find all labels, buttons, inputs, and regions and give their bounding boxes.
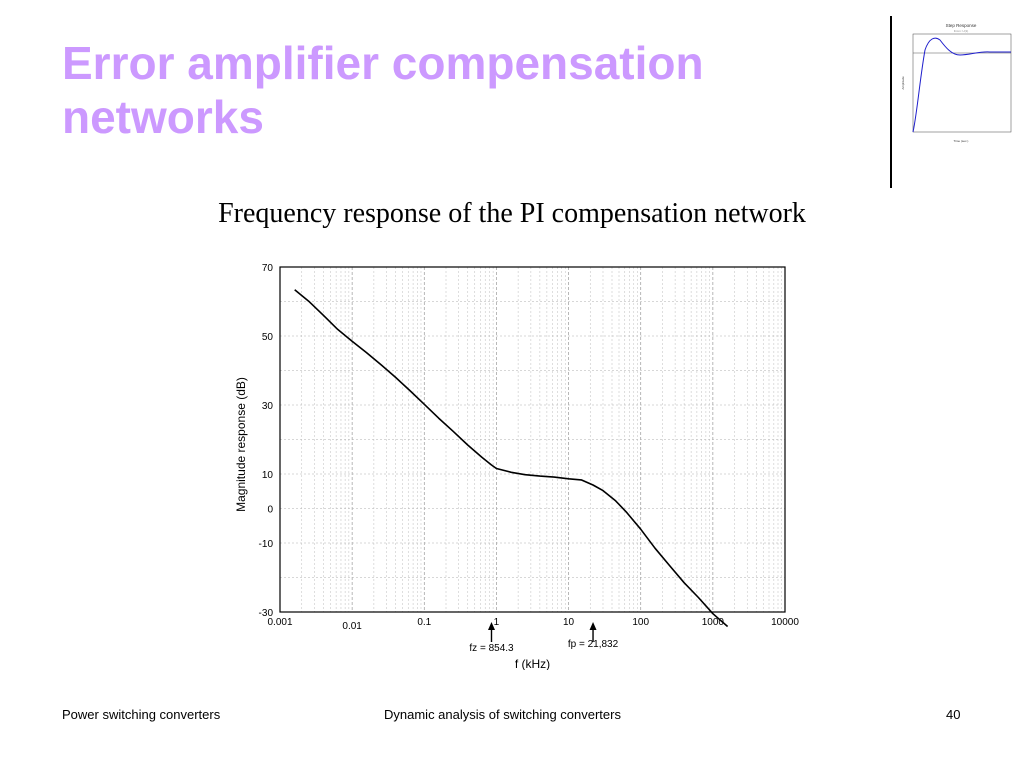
thumbnail-xlabel: Time (sec.) bbox=[954, 139, 969, 143]
x-tick-label: 1 bbox=[494, 617, 500, 628]
y-tick-label: -10 bbox=[259, 539, 274, 550]
annotation-arrowhead bbox=[589, 622, 597, 630]
y-axis-label: Magnitude response (dB) bbox=[234, 377, 248, 512]
thumbnail-frame bbox=[912, 33, 1012, 133]
y-tick-label: 10 bbox=[262, 470, 274, 481]
y-tick-label: 0 bbox=[267, 505, 273, 516]
page-number: 40 bbox=[946, 707, 961, 722]
x-axis-label: f (kHz) bbox=[515, 657, 550, 670]
y-tick-label: -30 bbox=[259, 608, 274, 619]
divider-line bbox=[890, 16, 892, 188]
x-tick-label: 0.001 bbox=[267, 617, 292, 628]
thumbnail-title: Step Response bbox=[946, 23, 977, 28]
x-tick-label: 10000 bbox=[771, 617, 799, 628]
annotation-label: fp = 21,832 bbox=[568, 639, 619, 650]
step-response-thumbnail: Step Response From: U(1) Time (sec.) Amp… bbox=[901, 23, 1012, 143]
x-tick-label: 1000 bbox=[702, 617, 725, 628]
x-tick-label: 0.01 bbox=[342, 621, 362, 632]
annotation-arrowhead bbox=[487, 622, 495, 630]
footer-center: Dynamic analysis of switching converters bbox=[384, 707, 621, 722]
chart-subtitle: Frequency response of the PI compensatio… bbox=[218, 198, 806, 229]
x-tick-label: 0.1 bbox=[417, 617, 431, 628]
y-tick-label: 70 bbox=[262, 263, 274, 274]
x-tick-label: 10 bbox=[563, 617, 575, 628]
x-tick-label: 100 bbox=[632, 617, 649, 628]
plot-frame bbox=[279, 266, 786, 613]
y-tick-label: 30 bbox=[262, 401, 274, 412]
y-tick-label: 50 bbox=[262, 332, 274, 343]
thumbnail-subtitle: From: U(1) bbox=[954, 29, 969, 33]
slide-title: Error amplifier compensation networks bbox=[62, 37, 704, 143]
magnitude-response-line bbox=[294, 289, 729, 628]
annotation-label: fz = 854.3 bbox=[469, 643, 514, 654]
thumbnail-ylabel: Amplitude bbox=[901, 76, 905, 90]
footer-left: Power switching converters bbox=[62, 707, 221, 722]
thumbnail-step-curve bbox=[912, 37, 1011, 133]
